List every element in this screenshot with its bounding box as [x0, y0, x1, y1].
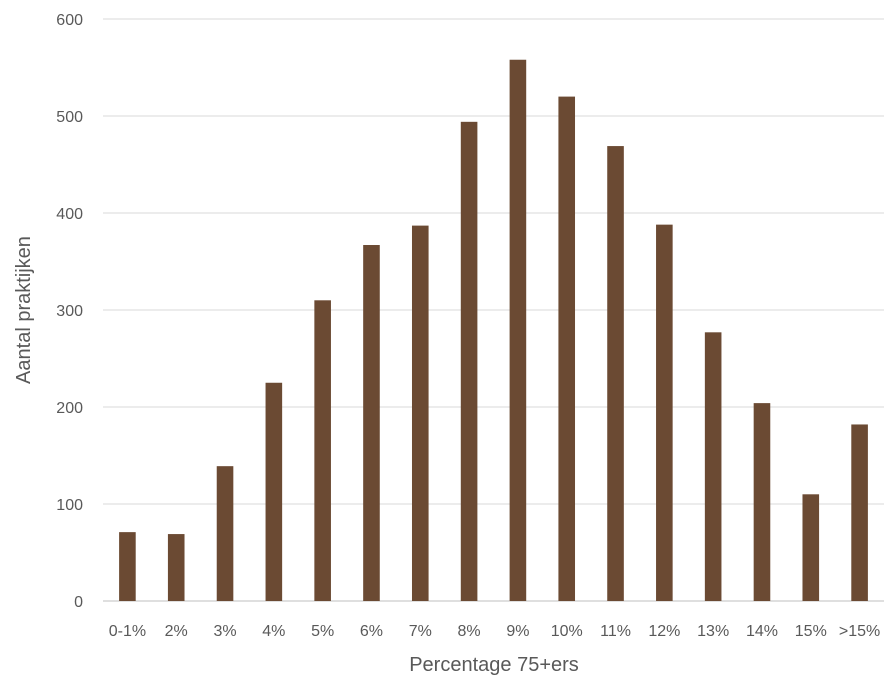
bar: [363, 245, 380, 601]
bar: [802, 494, 820, 601]
y-tick-label: 100: [56, 497, 83, 514]
x-tick-label: 3%: [213, 623, 236, 640]
x-tick-label: 5%: [311, 623, 334, 640]
bar: [119, 532, 136, 601]
bar: [851, 424, 868, 601]
bar: [411, 225, 429, 602]
x-axis-title: Percentage 75+ers: [409, 654, 579, 676]
y-tick-label: 600: [56, 12, 83, 29]
y-tick-label: 400: [56, 206, 83, 223]
x-tick-label: 0-1%: [109, 623, 146, 640]
x-tick-label: 6%: [360, 623, 383, 640]
y-tick-label: 0: [74, 594, 83, 611]
y-tick-label: 500: [56, 109, 83, 126]
x-axis-ticks: 0-1% 2% 3% 4% 5% 6% 7% 8% 9% 10% 11% 12% 13% 14% 15% >1…: [109, 623, 881, 640]
bars: [119, 59, 868, 602]
x-tick-label: >15%: [839, 623, 880, 640]
x-tick-label: 9%: [506, 623, 529, 640]
y-axis-ticks: 0 100 200 300 400 500 600: [56, 12, 83, 611]
x-tick-label: 15%: [795, 623, 827, 640]
x-tick-label: 11%: [600, 623, 631, 640]
bar: [753, 403, 771, 601]
x-tick-label: 4%: [262, 623, 285, 640]
bar: [216, 466, 234, 601]
x-tick-label: 7%: [409, 623, 432, 640]
bar: [460, 121, 478, 601]
bar: [167, 534, 185, 601]
x-tick-label: 12%: [648, 623, 680, 640]
x-tick-label: 13%: [697, 623, 729, 640]
bar: [656, 224, 673, 601]
x-tick-label: 14%: [746, 623, 778, 640]
bar: [558, 96, 576, 601]
bar: [607, 146, 624, 601]
bar: [265, 382, 283, 601]
y-axis-title: Aantal praktijken: [13, 236, 35, 384]
x-tick-label: 8%: [458, 623, 481, 640]
bar: [509, 59, 527, 602]
bar: [704, 332, 722, 601]
y-tick-label: 200: [56, 400, 83, 417]
bar: [314, 300, 331, 601]
x-tick-label: 10%: [551, 623, 583, 640]
x-tick-label: 2%: [165, 623, 188, 640]
y-tick-label: 300: [56, 303, 83, 320]
